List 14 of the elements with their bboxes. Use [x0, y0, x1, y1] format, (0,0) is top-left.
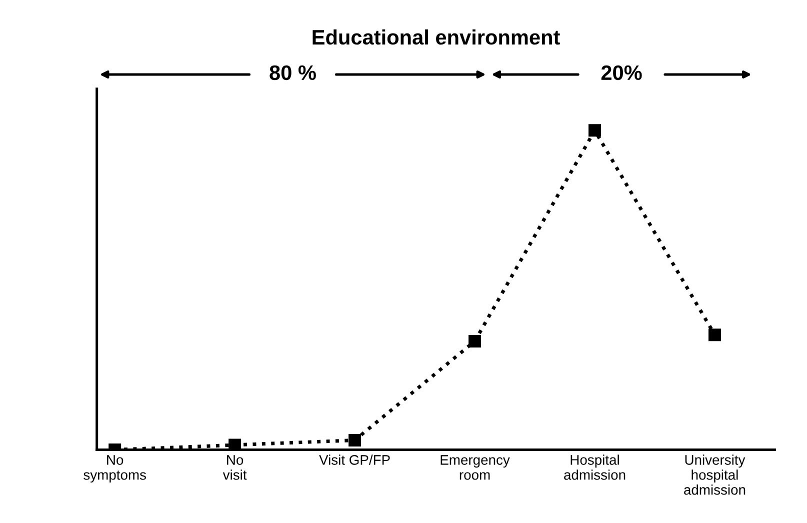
- x-tick-label: Emergency room: [440, 455, 510, 480]
- x-tick-label: No symptoms: [84, 455, 146, 483]
- point: [468, 334, 482, 348]
- x-tick-label: Hospital admission: [564, 454, 626, 480]
- x-tick-label: Visit GP/FP: [319, 454, 390, 465]
- chart-title: Educational environment: [312, 29, 560, 45]
- text: 20%: [601, 65, 642, 80]
- text: 80 %: [270, 65, 316, 80]
- point: [588, 124, 601, 137]
- point: [228, 438, 242, 450]
- point: [708, 328, 721, 342]
- point: [348, 434, 362, 446]
- x-tick-label: University hospital admission: [684, 454, 746, 495]
- x-tick-label: No visit: [222, 455, 247, 480]
